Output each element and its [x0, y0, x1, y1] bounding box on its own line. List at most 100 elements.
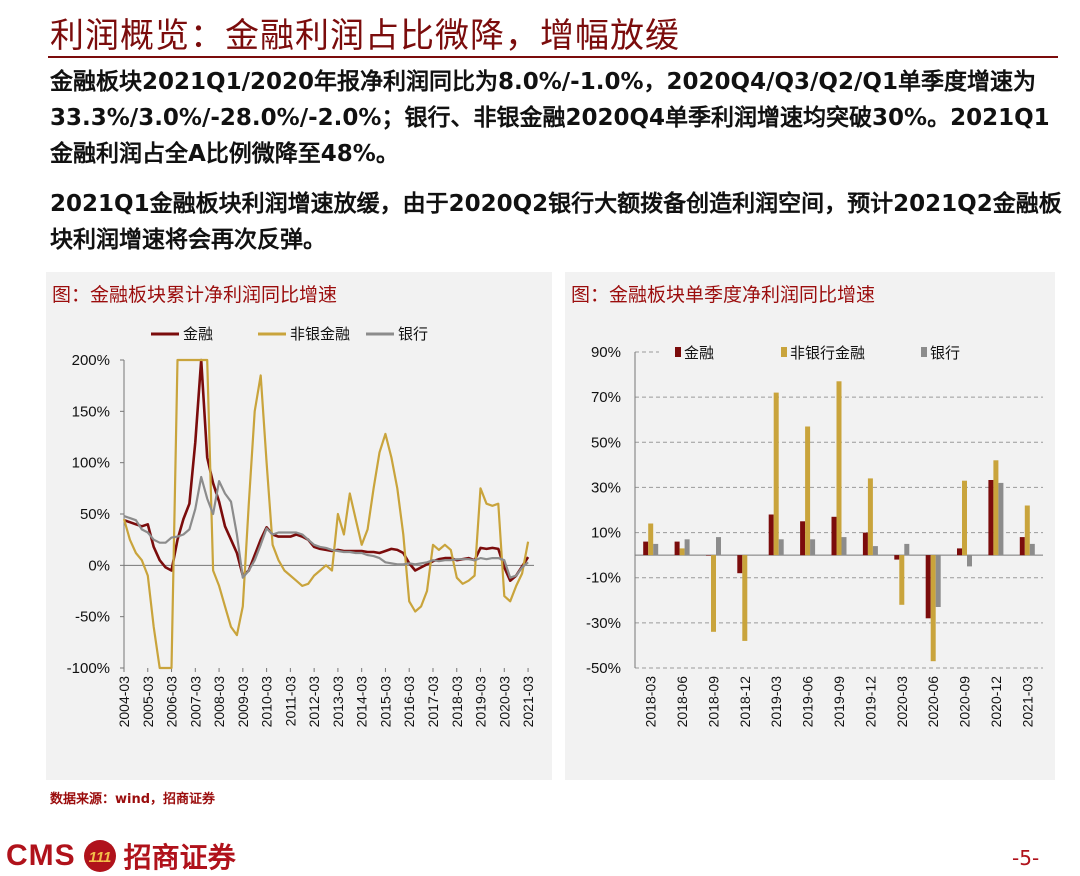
- bar-finance: [831, 516, 837, 556]
- x-tick-label: 2017-03: [425, 676, 441, 728]
- x-tick-label: 2020-03: [496, 676, 512, 728]
- bar-nonbank: [899, 555, 905, 605]
- y-tick-label: 90%: [591, 344, 621, 361]
- bar-finance: [862, 532, 868, 556]
- y-tick-label: 50%: [591, 434, 621, 451]
- x-tick-label: 2018-09: [705, 676, 721, 728]
- bar-finance: [674, 541, 680, 556]
- bar-bank: [967, 555, 972, 567]
- bar-finance: [800, 521, 806, 556]
- logo-chinese-name: 招商证券: [123, 841, 236, 874]
- bar-finance: [894, 555, 900, 560]
- y-tick-label: 50%: [80, 506, 110, 523]
- bar-finance: [737, 555, 743, 574]
- y-tick-label: 70%: [591, 389, 621, 406]
- bar-finance: [643, 541, 649, 556]
- x-tick-label: 2019-03: [473, 676, 489, 728]
- x-tick-label: 2019-06: [800, 676, 816, 728]
- y-tick-label: 200%: [72, 352, 110, 369]
- y-tick-label: -50%: [75, 609, 110, 626]
- x-tick-label: 2019-12: [862, 676, 878, 728]
- bar-bank: [684, 539, 690, 556]
- legend-swatch: [675, 347, 681, 357]
- bar-nonbank: [1024, 505, 1030, 556]
- bar-bank: [998, 482, 1004, 556]
- legend-label: 非银行金融: [790, 345, 865, 362]
- bar-nonbank: [805, 426, 811, 556]
- bar-bank: [1029, 543, 1035, 556]
- bar-finance: [957, 548, 962, 556]
- x-tick-label: 2019-09: [831, 676, 847, 728]
- x-tick-label: 2005-03: [140, 676, 156, 728]
- bar-bank: [841, 537, 847, 556]
- bar-nonbank: [711, 555, 716, 632]
- y-tick-label: 10%: [591, 525, 621, 542]
- legend-label: 非银金融: [290, 326, 350, 343]
- summary-paragraph-1: 金融板块2021Q1/2020年报净利润同比为8.0%/-1.0%，2020Q4…: [50, 69, 1050, 167]
- bar-finance: [988, 480, 994, 556]
- logo-emblem-icon: 111: [83, 840, 116, 872]
- x-tick-label: 2013-03: [330, 676, 346, 728]
- y-tick-label: 150%: [72, 403, 110, 420]
- x-tick-label: 2020-12: [988, 676, 1004, 728]
- legend-label: 金融: [684, 345, 714, 362]
- bar-nonbank: [867, 478, 873, 556]
- legend-label: 银行: [398, 326, 428, 343]
- logo-emblem-text: 111: [88, 849, 111, 866]
- x-tick-label: 2020-03: [894, 676, 910, 728]
- logo-text: CMS: [6, 839, 76, 872]
- y-tick-label: -30%: [586, 615, 621, 632]
- bar-bank: [747, 555, 753, 556]
- y-tick-label: -50%: [586, 660, 621, 677]
- page-number: -5-: [1012, 846, 1040, 870]
- legend-backdrop: [905, 344, 1045, 360]
- x-tick-label: 2006-03: [164, 676, 180, 728]
- x-tick-label: 2012-03: [306, 676, 322, 728]
- x-tick-label: 2018-03: [643, 676, 659, 728]
- y-tick-label: -10%: [586, 570, 621, 587]
- bar-finance: [925, 555, 931, 619]
- x-tick-label: 2016-03: [401, 676, 417, 728]
- x-tick-label: 2011-03: [282, 676, 298, 727]
- x-tick-label: 2021-03: [520, 676, 536, 728]
- x-tick-label: 2020-06: [925, 676, 941, 728]
- x-tick-label: 2004-03: [116, 676, 132, 728]
- legend-label: 银行: [930, 345, 960, 362]
- x-tick-label: 2007-03: [187, 676, 203, 728]
- quarterly-growth-chart-panel: 图：金融板块单季度净利润同比增速 90% 70% 50% 30% 10% -10% -30%…: [565, 272, 1055, 780]
- cms-logo: CMS 111 招商证券: [6, 838, 236, 874]
- bar-finance: [1019, 537, 1025, 556]
- x-tick-label: 2018-12: [737, 676, 753, 728]
- y-tick-label: 100%: [72, 455, 110, 472]
- legend-backdrop: [659, 344, 789, 360]
- x-tick-label: 2018-06: [674, 676, 690, 728]
- quarterly-chart-title: 图：金融板块单季度净利润同比增速: [571, 284, 876, 306]
- series-line-bank: [123, 475, 529, 579]
- y-tick-label: 30%: [591, 479, 621, 496]
- data-source-note: 数据来源：wind，招商证券: [50, 792, 216, 807]
- bar-finance: [706, 555, 711, 556]
- quarterly-growth-bar-chart: 90% 70% 50% 30% 10% -10% -30% -50% 2018-03 2018-0…: [586, 344, 1045, 728]
- x-tick-label: 2008-03: [211, 676, 227, 728]
- cumulative-growth-chart-panel: 图：金融板块累计净利润同比增速 200% 150% 100% 50% 0% -50% -10…: [46, 272, 552, 780]
- cumulative-growth-line-chart: 200% 150% 100% 50% 0% -50% -100% 2004-03 2005-03…: [67, 326, 536, 728]
- x-tick-label: 2019-03: [768, 676, 784, 728]
- x-tick-label: 2015-03: [377, 676, 393, 728]
- bar-finance: [768, 514, 774, 556]
- legend-backdrop: [765, 344, 905, 360]
- x-tick-label: 2009-03: [235, 676, 251, 728]
- bar-bank: [872, 546, 878, 556]
- bar-nonbank: [679, 548, 685, 556]
- legend-label: 金融: [183, 326, 213, 343]
- legend-swatch: [781, 347, 787, 357]
- series-line-nonbank: [122, 358, 530, 670]
- x-tick-label: 2021-03: [1019, 676, 1035, 728]
- bar-nonbank: [742, 555, 748, 641]
- summary-paragraph-2: 2021Q1金融板块利润增速放缓，由于2020Q2银行大额拨备创造利润空间，预计…: [50, 191, 1062, 253]
- bar-bank: [716, 537, 721, 556]
- x-tick-label: 2018-03: [449, 676, 465, 728]
- page-title: 利润概览：金融利润占比微降，增幅放缓: [50, 16, 680, 56]
- bar-bank: [935, 555, 941, 607]
- y-tick-label: 0%: [88, 557, 110, 574]
- x-tick-label: 2010-03: [259, 676, 275, 728]
